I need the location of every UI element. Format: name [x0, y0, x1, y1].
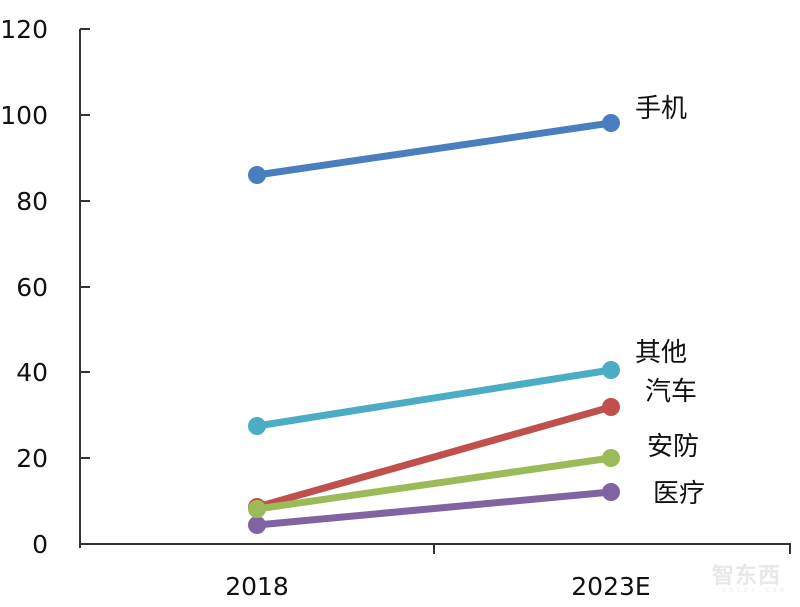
series-other	[248, 361, 620, 435]
x-tick-labels: 2018 2023E	[225, 572, 651, 601]
data-point	[248, 417, 266, 435]
x-tick-2023e: 2023E	[571, 572, 650, 601]
data-point	[602, 483, 620, 501]
series-medical	[248, 483, 620, 534]
data-point	[602, 449, 620, 467]
y-tick-20: 20	[16, 444, 48, 473]
data-point	[602, 398, 620, 416]
y-tick-labels: 120 100 80 60 40 20 0	[0, 15, 48, 559]
data-point	[602, 361, 620, 379]
data-point	[602, 114, 620, 132]
y-tick-120: 120	[0, 15, 48, 44]
data-point	[248, 516, 266, 534]
x-tick-2018: 2018	[225, 572, 289, 601]
y-axis	[79, 28, 90, 548]
x-axis	[80, 543, 791, 554]
watermark-url: zhidx.com	[722, 586, 787, 594]
label-phone: 手机	[635, 94, 687, 124]
watermark-logo: 智东西	[712, 564, 782, 589]
data-point	[248, 166, 266, 184]
y-tick-80: 80	[16, 187, 48, 216]
data-point	[248, 500, 266, 518]
y-tick-0: 0	[32, 530, 48, 559]
label-auto: 汽车	[645, 377, 697, 407]
label-medical: 医疗	[653, 479, 705, 509]
y-tick-60: 60	[16, 273, 48, 302]
label-security: 安防	[647, 432, 699, 462]
y-tick-100: 100	[0, 101, 48, 130]
series-phone	[248, 114, 620, 184]
y-tick-40: 40	[16, 358, 48, 387]
series-security	[248, 449, 620, 518]
label-other: 其他	[635, 338, 687, 368]
